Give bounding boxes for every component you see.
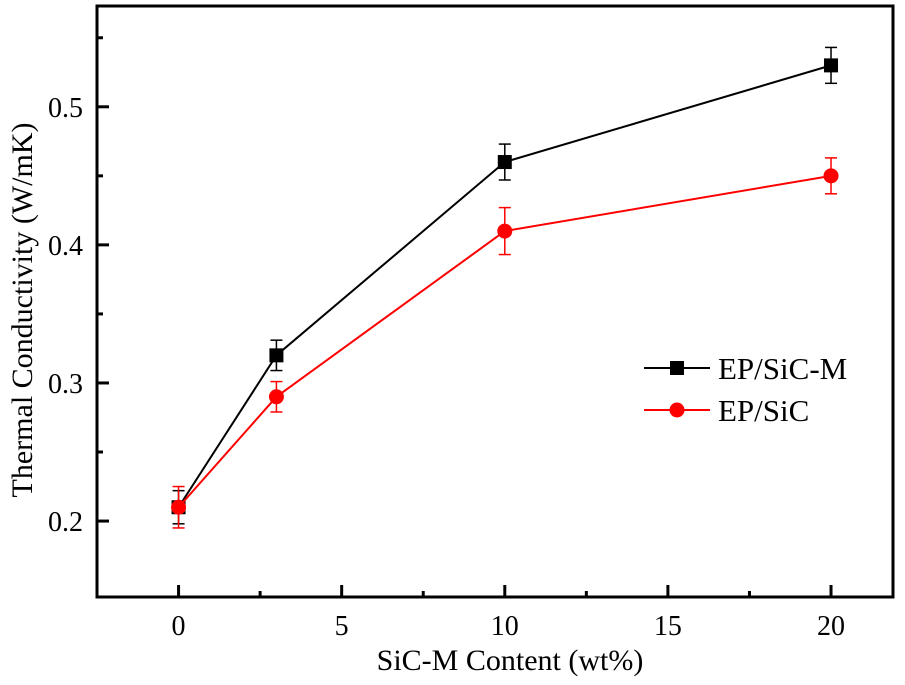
series-ep-sic-m [171,46,839,525]
data-point-circle [823,168,839,184]
data-point-square [497,155,512,170]
data-point-square [269,348,284,363]
x-tick-label: 5 [335,611,349,642]
data-point-circle [268,389,284,405]
x-tick-label: 10 [491,611,519,642]
series-ep-sic [171,157,839,529]
legend-label: EP/SiC [718,393,809,428]
y-axis-label: Thermal Conductivity (W/mK) [6,123,39,498]
y-tick-label: 0.2 [48,507,83,538]
y-tick-label: 0.4 [48,231,83,262]
plot-frame [95,4,895,599]
x-tick-label: 0 [172,611,186,642]
data-point-circle [497,223,513,239]
legend-circle-marker [669,402,685,418]
legend-square-marker [670,361,684,375]
series-line [177,174,832,508]
data-point-circle [171,499,187,515]
legend-label: EP/SiC-M [718,351,847,386]
x-axis-label: SiC-M Content (wt%) [377,644,644,677]
series-line [177,64,832,508]
data-point-square [824,58,839,73]
x-tick-label: 20 [817,611,845,642]
legend: EP/SiC-M EP/SiC [644,351,847,428]
x-tick-label: 15 [654,611,682,642]
y-tick-label: 0.3 [48,369,83,400]
y-tick-label: 0.5 [48,93,83,124]
